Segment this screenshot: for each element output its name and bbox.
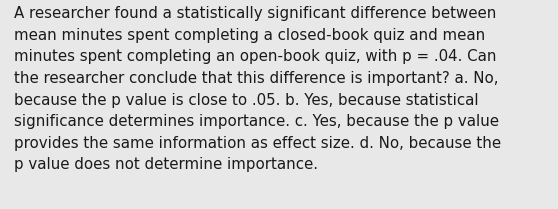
- Text: A researcher found a statistically significant difference between
mean minutes s: A researcher found a statistically signi…: [14, 6, 501, 172]
